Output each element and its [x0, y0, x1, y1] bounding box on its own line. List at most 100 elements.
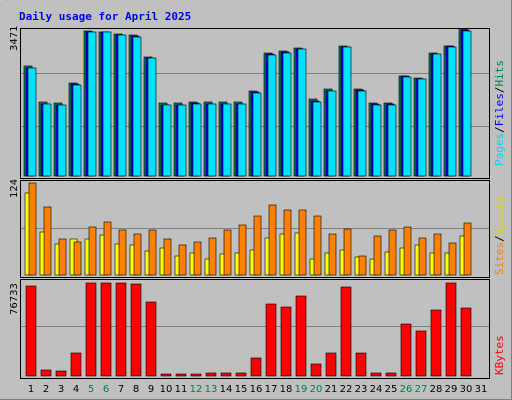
bar-sites-14 — [223, 229, 232, 276]
day-label-4: 4 — [73, 384, 79, 395]
bar-sites-9 — [148, 229, 157, 276]
bar-kbytes-23 — [355, 352, 367, 377]
bar-kbytes-24 — [370, 372, 382, 377]
bar-kbytes-28 — [430, 309, 442, 377]
bar-kbytes-7 — [115, 282, 127, 377]
bar-sites-27 — [418, 237, 427, 276]
bar-kbytes-1 — [25, 285, 37, 377]
bar-kbytes-3 — [55, 370, 67, 377]
bar-pages-19 — [297, 48, 307, 177]
bar-sites-24 — [373, 235, 382, 276]
bar-kbytes-30 — [460, 307, 472, 377]
bar-pages-3 — [57, 104, 67, 177]
bar-pages-13 — [207, 103, 217, 177]
bar-pages-2 — [42, 103, 52, 177]
day-label-24: 24 — [370, 384, 383, 395]
bar-kbytes-19 — [295, 295, 307, 377]
bar-kbytes-21 — [325, 352, 337, 377]
bar-kbytes-4 — [70, 352, 82, 377]
bar-kbytes-17 — [265, 303, 277, 377]
bars — [23, 28, 472, 377]
day-label-13: 13 — [205, 384, 218, 395]
chart-title: Daily usage for April 2025 — [19, 10, 191, 23]
bar-kbytes-27 — [415, 330, 427, 377]
bar-pages-21 — [327, 90, 337, 177]
bar-sites-13 — [208, 237, 217, 276]
bar-kbytes-14 — [220, 372, 232, 377]
bar-pages-10 — [162, 104, 172, 177]
bar-sites-25 — [388, 229, 397, 276]
bar-sites-29 — [448, 242, 457, 276]
bar-pages-26 — [402, 76, 412, 177]
bar-kbytes-10 — [160, 373, 172, 377]
day-label-9: 9 — [148, 384, 154, 395]
day-label-21: 21 — [325, 384, 338, 395]
bar-sites-3 — [58, 238, 67, 276]
day-label-27: 27 — [415, 384, 428, 395]
bar-kbytes-15 — [235, 372, 247, 377]
bar-kbytes-12 — [190, 373, 202, 377]
bar-kbytes-16 — [250, 357, 262, 377]
bar-kbytes-25 — [385, 372, 397, 377]
legend-sep-1: / — [493, 126, 506, 133]
legend-sites: Sites — [493, 242, 506, 275]
bar-pages-1 — [27, 67, 37, 177]
legend-pages: Pages — [493, 133, 506, 166]
hits-max-label: 3471 — [9, 26, 20, 51]
bar-sites-11 — [178, 244, 187, 276]
day-label-17: 17 — [265, 384, 278, 395]
bar-sites-1 — [28, 182, 37, 276]
day-label-3: 3 — [58, 384, 64, 395]
day-label-20: 20 — [310, 384, 323, 395]
bar-pages-17 — [267, 54, 277, 177]
legend-files: Files — [493, 93, 506, 126]
legend-sep-3: / — [493, 235, 506, 242]
bar-sites-10 — [163, 238, 172, 276]
bar-pages-11 — [177, 104, 187, 177]
bar-sites-30 — [463, 222, 472, 276]
bar-sites-20 — [313, 215, 322, 276]
bar-pages-28 — [432, 53, 442, 177]
bar-sites-18 — [283, 209, 292, 276]
day-label-2: 2 — [43, 384, 49, 395]
legend-visits: Visits — [493, 196, 506, 236]
day-label-25: 25 — [385, 384, 398, 395]
day-label-10: 10 — [160, 384, 173, 395]
bar-kbytes-22 — [340, 286, 352, 377]
day-label-5: 5 — [88, 384, 94, 395]
bar-pages-20 — [312, 101, 322, 177]
bar-sites-21 — [328, 233, 337, 276]
bar-pages-15 — [237, 103, 247, 177]
bar-pages-4 — [72, 84, 82, 177]
bar-pages-29 — [447, 46, 457, 177]
legend-hits-files-pages: Pages/Files/Hits — [493, 60, 506, 166]
bar-kbytes-6 — [100, 282, 112, 377]
bar-pages-6 — [102, 31, 112, 177]
bar-sites-15 — [238, 224, 247, 276]
bar-kbytes-29 — [445, 282, 457, 377]
day-label-12: 12 — [190, 384, 203, 395]
bar-sites-6 — [103, 221, 112, 276]
bar-pages-18 — [282, 52, 292, 177]
bar-pages-23 — [357, 90, 367, 177]
day-label-29: 29 — [445, 384, 458, 395]
day-label-28: 28 — [430, 384, 443, 395]
legend-kbytes: KBytes — [493, 335, 506, 375]
bar-sites-17 — [268, 204, 277, 276]
bar-pages-25 — [387, 104, 397, 177]
bar-sites-22 — [343, 228, 352, 276]
bar-sites-7 — [118, 229, 127, 276]
bar-sites-8 — [133, 233, 142, 276]
bar-kbytes-2 — [40, 369, 52, 377]
day-label-7: 7 — [118, 384, 124, 395]
bar-pages-12 — [192, 103, 202, 177]
bar-sites-12 — [193, 241, 202, 276]
bar-kbytes-8 — [130, 283, 142, 377]
bar-pages-24 — [372, 104, 382, 177]
bar-pages-30 — [462, 30, 472, 177]
day-label-30: 30 — [460, 384, 473, 395]
bar-sites-28 — [433, 233, 442, 276]
legend-sites-visits: Sites/Visits — [493, 196, 506, 276]
day-label-22: 22 — [340, 384, 353, 395]
visits-max-label: 124 — [9, 179, 20, 198]
